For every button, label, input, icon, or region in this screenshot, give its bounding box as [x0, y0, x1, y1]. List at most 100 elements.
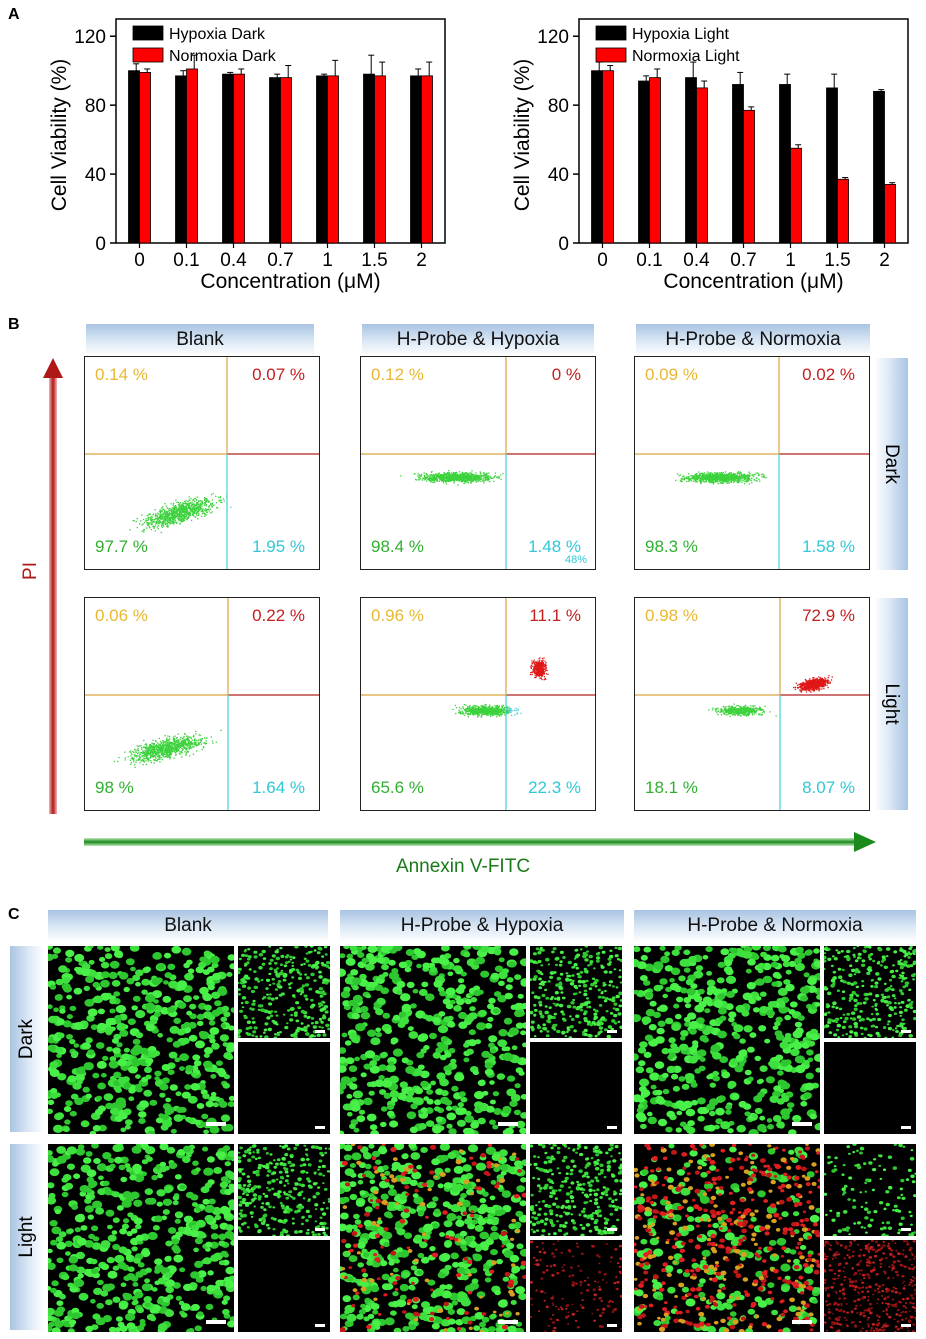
scale-bar — [315, 1324, 325, 1327]
scale-bar — [607, 1324, 617, 1327]
x-tick-label: 2 — [416, 250, 427, 271]
panel-letter-b: B — [8, 316, 20, 333]
micro-red-image — [238, 1240, 330, 1332]
micro-green-image — [238, 946, 330, 1038]
panel-letter-c: C — [8, 906, 20, 923]
x-tick-label: 0.1 — [636, 250, 662, 271]
micro-merged-image — [634, 946, 820, 1134]
quadrant-ul-value: 0.06 % — [95, 606, 148, 625]
flow-plot-blank-light: 0.06 % 0.22 % 98 % 1.64 % — [84, 597, 320, 811]
legend-label: Hypoxia Light — [632, 26, 730, 43]
micro-row-label-light: Light — [10, 1144, 44, 1330]
quadrant-ll-value: 18.1 % — [645, 778, 698, 797]
bar — [591, 70, 603, 244]
legend-label: Normoxia Dark — [169, 48, 277, 65]
legend-swatch — [132, 47, 164, 63]
quadrant-lr-value: 8.07 % — [802, 778, 855, 797]
bar — [685, 77, 697, 244]
bar — [873, 90, 885, 244]
x-tick-label: 0.7 — [730, 250, 756, 271]
quadrant-lr-value: 1.95 % — [252, 537, 305, 556]
legend-label: Hypoxia Dark — [169, 26, 266, 43]
bar — [374, 75, 386, 244]
scale-bar — [607, 1126, 617, 1129]
scale-bar — [607, 1228, 617, 1231]
x-tick-label: 2 — [879, 250, 890, 271]
bar — [222, 73, 234, 244]
bar — [233, 73, 245, 244]
flow-plot-normoxia-dark: 0.09 % 0.02 % 98.3 % 1.58 % — [634, 356, 870, 570]
micro-merged-hypoxia-dark — [340, 946, 526, 1134]
bar-chart-dark: 0 40 80 120 0 0.1 0.4 0.7 1 1.5 2 Hypoxia Dark Normo… — [48, 18, 446, 293]
y-tick-label: 80 — [548, 96, 569, 117]
flow-plot-normoxia-light: 0.98 % 72.9 % 18.1 % 8.07 % — [634, 597, 870, 811]
micro-merged-blank-dark — [48, 946, 234, 1134]
panel-letter-a: A — [8, 6, 20, 23]
quadrant-ul-value: 0.09 % — [645, 365, 698, 384]
scale-bar — [315, 1030, 325, 1033]
quadrant-ur-value: 72.9 % — [802, 606, 855, 625]
micro-red-blank-light — [238, 1240, 330, 1332]
micro-red-normoxia-dark — [824, 1042, 916, 1134]
quadrant-ll-value: 65.6 % — [371, 778, 424, 797]
bar — [421, 75, 433, 244]
bar — [790, 147, 802, 244]
flow-header-blank: Blank — [86, 324, 314, 356]
x-axis-label: Concentration (μM) — [200, 270, 380, 293]
bar — [638, 80, 650, 244]
bar — [837, 178, 849, 244]
micro-merged-normoxia-dark — [634, 946, 820, 1134]
flow-row-label-light: Light — [874, 598, 908, 810]
flow-row-label-dark-text: Dark — [881, 443, 902, 485]
y-tick-label: 40 — [85, 165, 106, 186]
micro-red-blank-dark — [238, 1042, 330, 1134]
y-axis-label: Cell Viability (%) — [511, 59, 534, 212]
scatter-normoxia-dark — [635, 357, 869, 569]
y-tick-label: 120 — [537, 27, 569, 48]
micro-green-normoxia-dark — [824, 946, 916, 1038]
micro-merged-image — [48, 1144, 234, 1332]
micro-merged-blank-light — [48, 1144, 234, 1332]
x-tick-label: 0 — [134, 250, 145, 271]
y-tick-label: 0 — [95, 234, 106, 255]
x-tick-label: 0 — [597, 250, 608, 271]
quadrant-ul-value: 0.14 % — [95, 365, 148, 384]
micro-green-image — [824, 1144, 916, 1236]
micro-green-image — [530, 946, 622, 1038]
flow-header-hypoxia: H-Probe & Hypoxia — [362, 324, 594, 356]
quadrant-ll-value: 98.3 % — [645, 537, 698, 556]
micro-merged-image — [340, 946, 526, 1134]
x-axis-label: Concentration (μM) — [663, 270, 843, 293]
bar — [602, 70, 614, 244]
scatter-normoxia-light — [635, 598, 869, 810]
flow-row-label-dark: Dark — [874, 358, 908, 570]
quadrant-ll-value: 98.4 % — [371, 537, 424, 556]
quadrant-ll-value: 98 % — [95, 778, 134, 797]
bar — [779, 84, 791, 244]
micro-header-normoxia: H-Probe & Normoxia — [634, 910, 916, 942]
bar — [269, 77, 281, 244]
x-tick-label: 1.5 — [824, 250, 850, 271]
pi-axis-label: PI — [19, 562, 41, 580]
scale-bar — [206, 1122, 226, 1126]
x-tick-label: 0.7 — [267, 250, 293, 271]
micro-green-image — [824, 946, 916, 1038]
micro-merged-hypoxia-light — [340, 1144, 526, 1332]
bar — [410, 75, 422, 244]
bar — [649, 77, 661, 244]
micro-merged-normoxia-light — [634, 1144, 820, 1332]
bar — [316, 75, 328, 244]
scale-bar — [792, 1122, 812, 1126]
bar — [128, 70, 140, 244]
scale-bar — [498, 1122, 518, 1126]
quadrant-ur-value: 0.22 % — [252, 606, 305, 625]
annexin-axis-arrow — [84, 832, 876, 852]
bar-chart-light: 0 40 80 120 0 0.1 0.4 0.7 1 1.5 2 Hypoxia Light Norm… — [511, 18, 909, 293]
scale-bar — [901, 1228, 911, 1231]
quadrant-ul-value: 0.98 % — [645, 606, 698, 625]
micro-header-hypoxia: H-Probe & Hypoxia — [340, 910, 624, 942]
micro-red-image — [824, 1042, 916, 1134]
micro-red-image — [530, 1240, 622, 1332]
quadrant-ur-value: 0 % — [551, 365, 581, 384]
micro-row-label-light-text: Light — [16, 1216, 37, 1258]
